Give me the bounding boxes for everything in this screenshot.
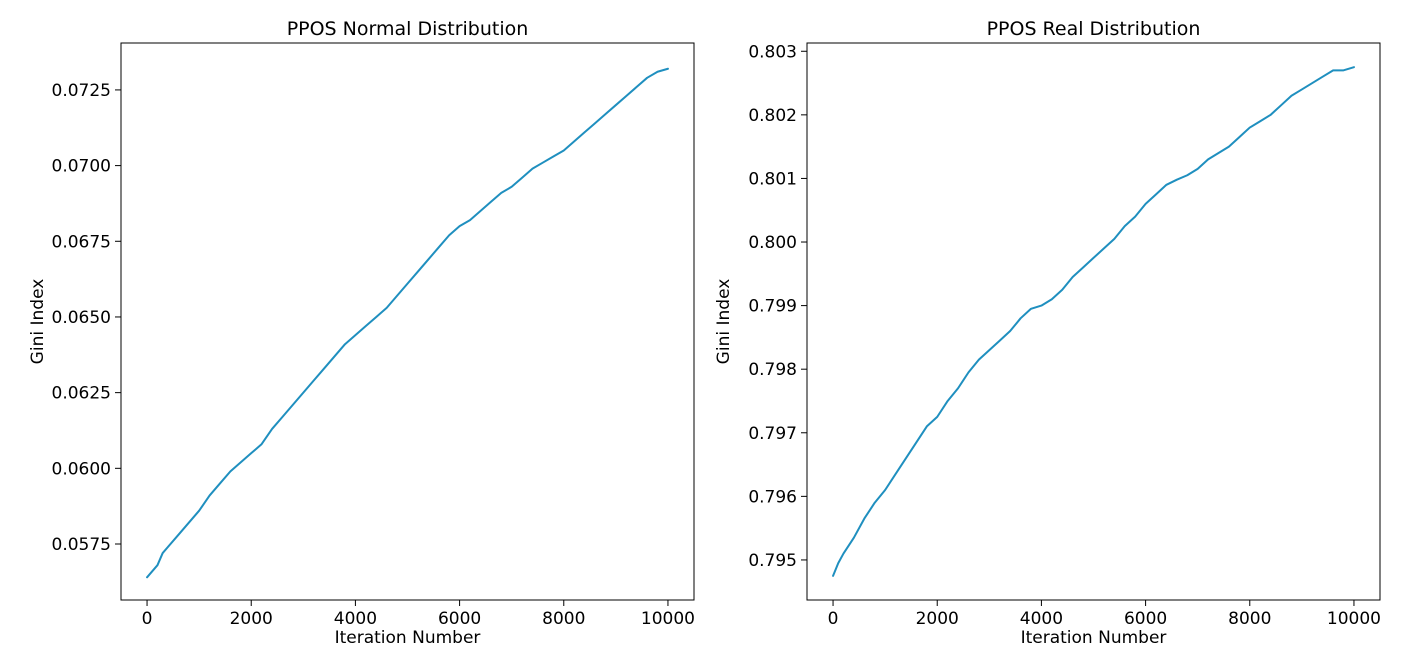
x-tick-label: 2000 [230, 609, 273, 629]
y-tick-label: 0.800 [748, 233, 797, 253]
x-tick-label: 6000 [1124, 609, 1167, 629]
y-tick-label: 0.803 [748, 42, 797, 62]
y-tick-label: 0.0600 [52, 459, 111, 479]
series-line [832, 66, 1355, 577]
y-axis-label: Gini Index [28, 279, 48, 365]
x-axis-label: Iteration Number [1021, 628, 1167, 648]
chart-title: PPOS Normal Distribution [287, 18, 529, 40]
x-tick-label: 0 [828, 609, 839, 629]
x-tick-label: 8000 [1228, 609, 1271, 629]
chart-panel-normal: PPOS Normal Distribution Iteration Numbe… [28, 18, 695, 648]
y-tick-label: 0.802 [748, 106, 797, 126]
plot-frame [120, 42, 695, 601]
y-axis-label: Gini Index [714, 279, 734, 365]
y-tick-label: 0.797 [748, 424, 797, 444]
y-tick-label: 0.0725 [52, 81, 111, 101]
x-tick-label: 4000 [334, 609, 377, 629]
y-tick-label: 0.795 [748, 551, 797, 571]
x-tick-label: 10000 [641, 609, 695, 629]
y-tick-label: 0.0675 [52, 232, 111, 252]
x-tick-label: 2000 [916, 609, 959, 629]
chart-title: PPOS Real Distribution [987, 18, 1201, 40]
x-tick-label: 8000 [542, 609, 585, 629]
y-tick-label: 0.0575 [52, 535, 111, 555]
series-line [146, 67, 669, 579]
chart-panel-real: PPOS Real Distribution Iteration Number … [714, 18, 1381, 648]
x-axis-label: Iteration Number [335, 628, 481, 648]
y-tick-label: 0.796 [748, 487, 797, 507]
plot-frame [806, 42, 1381, 601]
y-tick-label: 0.0700 [52, 157, 111, 177]
y-tick-label: 0.0625 [52, 384, 111, 404]
x-tick-label: 0 [142, 609, 153, 629]
y-tick-label: 0.801 [748, 169, 797, 189]
y-tick-label: 0.799 [748, 297, 797, 317]
x-tick-label: 4000 [1020, 609, 1063, 629]
y-tick-label: 0.0650 [52, 308, 111, 328]
x-tick-label: 6000 [438, 609, 481, 629]
x-tick-label: 10000 [1327, 609, 1381, 629]
y-tick-label: 0.798 [748, 360, 797, 380]
